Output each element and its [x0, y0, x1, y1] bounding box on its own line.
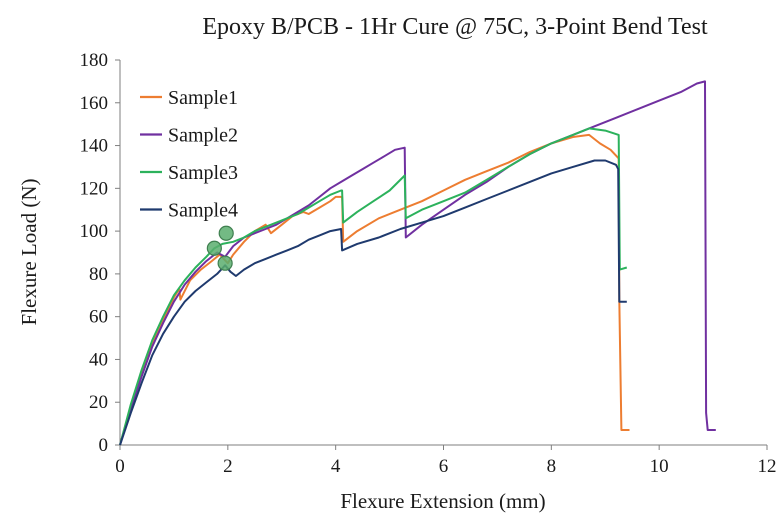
- axes: 0 20 40 60 80 100 120 140 160 180 0 2 4 6 8 10 12: [80, 50, 777, 477]
- legend-label-sample1: Sample1: [168, 87, 238, 109]
- y-tick-label: 180: [80, 50, 109, 71]
- y-tick-label: 160: [80, 93, 109, 114]
- legend-label-sample4: Sample4: [168, 200, 238, 222]
- y-tick-label: 0: [99, 435, 109, 456]
- x-tick-label: 2: [223, 456, 233, 477]
- y-tick-label: 60: [89, 307, 108, 328]
- x-tick-label: 12: [758, 456, 777, 477]
- x-axis-title: Flexure Extension (mm): [340, 489, 545, 513]
- x-tick-label: 0: [115, 456, 125, 477]
- legend-label-sample3: Sample3: [168, 162, 238, 184]
- y-axis-title: Flexure Load (N): [17, 179, 41, 326]
- x-tick-label: 4: [331, 456, 341, 477]
- series-line-sample3: [119, 127, 628, 446]
- data-point-marker: [217, 255, 233, 271]
- series-layer: [119, 80, 716, 446]
- series-line-sample2: [119, 80, 716, 446]
- legend: Sample1 Sample2 Sample3 Sample4: [140, 87, 238, 222]
- series-line-sample1: [119, 133, 630, 446]
- y-tick-label: 80: [89, 264, 108, 285]
- series-line-sample4: [119, 159, 627, 446]
- chart-title: Epoxy B/PCB - 1Hr Cure @ 75C, 3-Point Be…: [202, 14, 708, 40]
- y-tick-label: 100: [80, 221, 109, 242]
- y-tick-label: 120: [80, 178, 109, 199]
- y-tick-label: 140: [80, 136, 109, 157]
- legend-label-sample2: Sample2: [168, 125, 238, 147]
- x-tick-label: 8: [547, 456, 557, 477]
- x-tick-label: 10: [650, 456, 669, 477]
- data-point-marker: [206, 240, 222, 256]
- marker-layer: [206, 225, 234, 271]
- x-tick-label: 6: [439, 456, 449, 477]
- data-point-marker: [218, 225, 234, 241]
- y-tick-label: 20: [89, 392, 108, 413]
- y-tick-label: 40: [89, 349, 108, 370]
